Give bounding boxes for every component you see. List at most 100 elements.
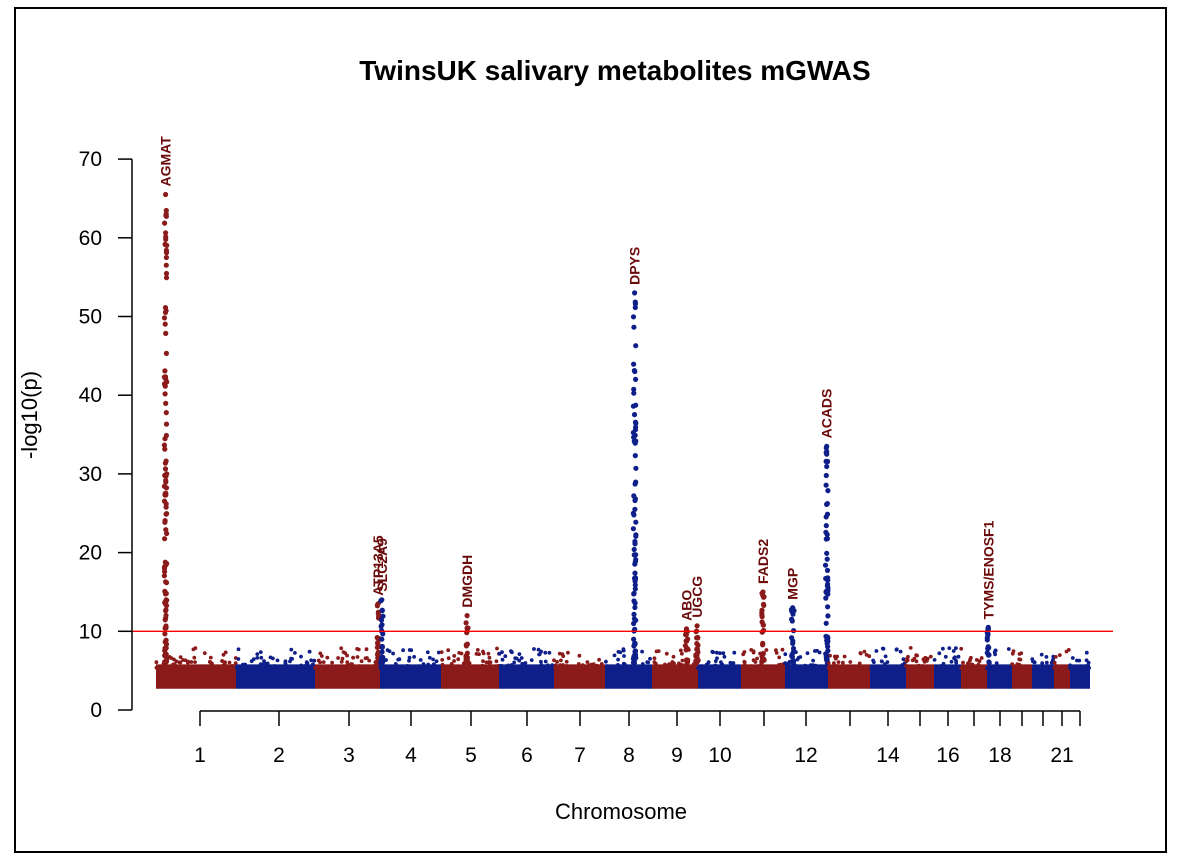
snp-point [223, 650, 228, 655]
snp-point [339, 660, 344, 664]
snp-point [193, 646, 198, 650]
snp-point [506, 665, 510, 669]
snp-point [363, 666, 368, 670]
x-tick-label: 4 [405, 744, 417, 767]
peak-point-tyms-enosf1 [986, 652, 992, 658]
peak-point-mgp [790, 660, 796, 666]
snp-point [440, 662, 445, 667]
peak-point-dpys [633, 519, 639, 525]
x-tick-label: 18 [988, 744, 1011, 767]
snp-point [817, 650, 822, 655]
snp-point [350, 662, 354, 666]
snp-point [305, 661, 310, 666]
snp-point [764, 648, 769, 652]
snp-point [595, 663, 599, 668]
snp-point [184, 665, 189, 670]
snp-point [459, 651, 464, 656]
snp-point [667, 662, 671, 667]
peak-point-acads [823, 482, 829, 488]
peak-top-point [985, 624, 991, 631]
snp-point [680, 651, 684, 656]
peak-point-agmat [163, 659, 170, 665]
snp-point [561, 654, 566, 658]
peak-point-agmat [162, 519, 168, 525]
snp-point [584, 664, 589, 669]
snp-point [312, 658, 317, 663]
peak-point-dpys [631, 438, 637, 444]
peak-point-slc2a9 [380, 631, 386, 637]
snp-point [723, 664, 727, 669]
snp-point [954, 646, 958, 650]
gene-label-abo: ABO [679, 590, 695, 621]
snp-point [499, 663, 504, 668]
snp-point [909, 664, 914, 669]
snp-point [355, 647, 359, 651]
snp-point [751, 666, 756, 671]
snp-point [536, 647, 541, 652]
snp-point [426, 662, 431, 667]
peak-top-point [683, 626, 690, 632]
peak-point-dpys [632, 604, 638, 611]
snp-point [862, 649, 867, 654]
snp-point [894, 647, 899, 652]
snp-point [209, 660, 213, 665]
peak-point-dpys [633, 376, 639, 382]
peak-point-dmgdh [463, 655, 470, 661]
snp-point [1085, 666, 1090, 671]
snp-point [651, 666, 656, 671]
snp-point [564, 659, 569, 664]
snp-point [369, 664, 373, 669]
snp-point [559, 658, 563, 663]
peak-point-agmat [162, 220, 168, 226]
snp-point [154, 665, 159, 670]
peak-point-fads2 [760, 642, 766, 648]
snp-point [164, 666, 169, 670]
snp-point [1040, 661, 1045, 666]
snp-point [484, 660, 489, 665]
snp-point [351, 655, 355, 660]
peak-top-point [824, 443, 830, 449]
peak-point-tyms-enosf1 [984, 637, 990, 643]
snp-point [196, 666, 201, 670]
peak-point-dpys [631, 361, 637, 367]
peak-point-dpys [631, 643, 637, 649]
snp-point [265, 661, 270, 666]
peak-point-acads [824, 536, 831, 542]
snp-point [774, 651, 779, 655]
peak-point-agmat [161, 498, 168, 504]
snp-point [529, 658, 534, 662]
snp-point [393, 662, 398, 666]
peak-point-dpys [633, 343, 639, 349]
snp-point [777, 666, 781, 671]
snp-point [916, 663, 921, 668]
snp-point [459, 666, 463, 670]
snp-point [355, 655, 360, 659]
snp-point [477, 666, 482, 671]
snp-point [446, 665, 450, 670]
peak-point-agmat [162, 374, 169, 380]
snp-point [904, 664, 908, 668]
peak-point-agmat [163, 270, 170, 277]
peak-point-agmat [161, 442, 167, 448]
snp-point [512, 660, 517, 665]
peak-point-acads [824, 501, 830, 507]
snp-point [330, 660, 334, 665]
snp-point [783, 652, 788, 657]
snp-point [747, 665, 752, 669]
snp-point [177, 660, 182, 665]
snp-point [275, 658, 280, 663]
snp-point [555, 660, 559, 664]
peak-top-point [632, 290, 638, 296]
peak-point-ugcg [694, 641, 700, 647]
x-axis-label: Chromosome [555, 799, 687, 824]
peak-top-point [790, 605, 796, 611]
snp-point [202, 651, 207, 655]
snp-point [822, 666, 827, 671]
peak-point-dpys [631, 324, 637, 330]
snp-point [301, 665, 306, 670]
peak-point-agmat [163, 458, 169, 464]
x-tick-label: 5 [465, 744, 477, 767]
snp-point [434, 659, 439, 664]
snp-point [904, 659, 909, 664]
